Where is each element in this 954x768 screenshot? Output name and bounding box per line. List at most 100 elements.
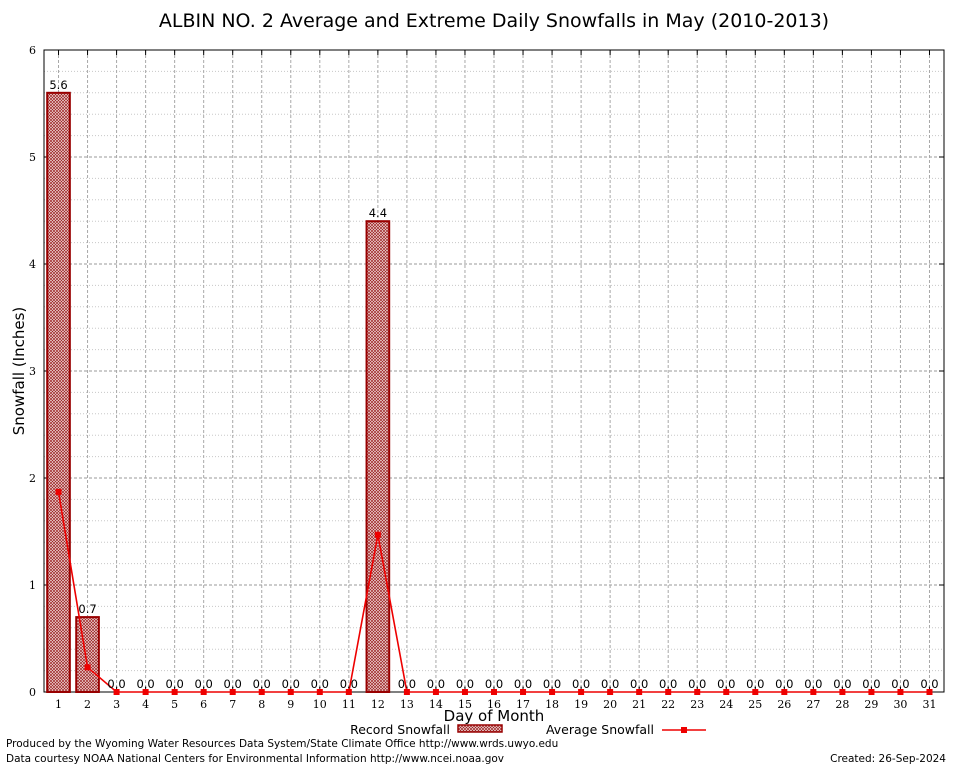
average-point xyxy=(461,689,468,695)
average-point xyxy=(781,689,788,695)
x-tick-label: 12 xyxy=(371,698,385,711)
record-bar xyxy=(46,91,71,694)
average-line xyxy=(55,488,933,695)
chart-title: ALBIN NO. 2 Average and Extreme Daily Sn… xyxy=(159,10,829,32)
bar-value-label: 0.0 xyxy=(136,677,154,691)
average-point xyxy=(520,689,527,695)
x-tick-label: 22 xyxy=(661,698,675,711)
average-point xyxy=(868,689,875,695)
bar-value-label: 0.0 xyxy=(804,677,822,691)
x-axis-ticks: 1 2 3 4 5 6 7 8 9 10 11 12 13 14 15 16 17 18 19 20 21 22 23 24 2… xyxy=(55,50,936,711)
y-tick-label: 4 xyxy=(29,258,36,271)
x-tick-label: 14 xyxy=(429,698,443,711)
bar-value-label: 0.0 xyxy=(253,677,271,691)
average-point xyxy=(316,689,323,695)
bar-value-label: 0.0 xyxy=(340,677,358,691)
average-point xyxy=(897,689,904,695)
x-tick-label: 23 xyxy=(690,698,704,711)
legend-average-label: Average Snowfall xyxy=(546,722,654,737)
legend-average-marker xyxy=(681,727,687,733)
x-tick-label: 21 xyxy=(632,698,646,711)
x-tick-label: 20 xyxy=(603,698,617,711)
x-tick-label: 3 xyxy=(113,698,120,711)
average-point xyxy=(752,689,759,695)
bar-value-label: 0.0 xyxy=(398,677,416,691)
x-tick-label: 13 xyxy=(400,698,414,711)
bar-value-label: 0.0 xyxy=(920,677,938,691)
x-axis-label: Day of Month xyxy=(444,707,545,725)
average-point xyxy=(55,488,62,495)
x-tick-label: 1 xyxy=(55,698,62,711)
grid xyxy=(44,49,944,693)
bar-value-label: 0.0 xyxy=(630,677,648,691)
bar-value-label: 0.0 xyxy=(717,677,735,691)
x-tick-label: 29 xyxy=(864,698,878,711)
bar-value-label: 0.0 xyxy=(224,677,242,691)
bar-value-label: 0.0 xyxy=(659,677,677,691)
x-tick-label: 6 xyxy=(200,698,207,711)
record-bar xyxy=(75,616,100,693)
bar-value-label: 0.0 xyxy=(775,677,793,691)
bar-value-label: 0.0 xyxy=(891,677,909,691)
y-tick-label: 0 xyxy=(29,686,36,699)
footer-data-courtesy: Data courtesy NOAA National Centers for … xyxy=(6,753,505,765)
bar-value-label: 0.0 xyxy=(282,677,300,691)
y-axis-label: Snowfall (Inches) xyxy=(10,307,28,435)
bar-value-label: 0.0 xyxy=(601,677,619,691)
average-point xyxy=(374,531,381,538)
x-tick-label: 9 xyxy=(287,698,294,711)
average-point xyxy=(926,689,933,695)
x-tick-label: 16 xyxy=(487,698,501,711)
average-point xyxy=(694,689,701,695)
x-tick-label: 18 xyxy=(545,698,559,711)
x-tick-label: 19 xyxy=(574,698,588,711)
x-tick-label: 24 xyxy=(719,698,733,711)
y-tick-label: 1 xyxy=(29,579,36,592)
footer-produced-by: Produced by the Wyoming Water Resources … xyxy=(6,738,559,750)
x-tick-label: 10 xyxy=(313,698,327,711)
bar-value-label: 0.0 xyxy=(427,677,445,691)
y-axis-ticks: 0 1 2 3 4 5 6 xyxy=(29,44,944,699)
average-point xyxy=(432,689,439,695)
x-tick-label: 26 xyxy=(777,698,791,711)
record-bar xyxy=(365,220,391,693)
average-point xyxy=(665,689,672,695)
bar-value-label: 0.7 xyxy=(78,602,96,616)
x-tick-label: 25 xyxy=(748,698,762,711)
bar-value-label: 0.0 xyxy=(833,677,851,691)
bar-value-label: 0.0 xyxy=(746,677,764,691)
y-tick-label: 2 xyxy=(29,472,36,485)
bar-value-labels: 5.6 0.7 0.0 0.0 0.0 0.0 0.0 0.0 0.0 0.0 0.0 4.4 0.0 0… xyxy=(49,78,938,691)
average-point xyxy=(810,689,817,695)
legend: Record Snowfall Average Snowfall xyxy=(350,722,706,737)
average-point xyxy=(607,689,614,695)
bar-value-label: 0.0 xyxy=(165,677,183,691)
x-tick-label: 27 xyxy=(806,698,820,711)
record-bars xyxy=(46,91,391,694)
average-point xyxy=(491,689,497,695)
average-point xyxy=(636,689,643,695)
average-point xyxy=(200,689,207,695)
x-tick-label: 11 xyxy=(342,698,356,711)
average-point xyxy=(549,689,556,695)
x-tick-label: 17 xyxy=(516,698,530,711)
x-tick-label: 4 xyxy=(142,698,149,711)
average-point xyxy=(287,689,294,695)
footer-created-date: Created: 26-Sep-2024 xyxy=(830,753,946,765)
average-point xyxy=(84,664,91,671)
bar-value-label: 0.0 xyxy=(862,677,880,691)
average-point xyxy=(345,689,352,695)
average-point xyxy=(229,689,236,695)
bar-value-label: 0.0 xyxy=(311,677,329,691)
bar-value-label: 0.0 xyxy=(572,677,590,691)
bar-value-label: 0.0 xyxy=(514,677,532,691)
bar-value-label: 0.0 xyxy=(688,677,706,691)
average-point xyxy=(142,689,149,695)
average-point xyxy=(839,689,846,695)
bar-value-label: 0.0 xyxy=(485,677,503,691)
average-point xyxy=(258,689,265,695)
bar-value-label: 0.0 xyxy=(543,677,561,691)
x-tick-label: 7 xyxy=(229,698,236,711)
average-point xyxy=(171,689,178,695)
